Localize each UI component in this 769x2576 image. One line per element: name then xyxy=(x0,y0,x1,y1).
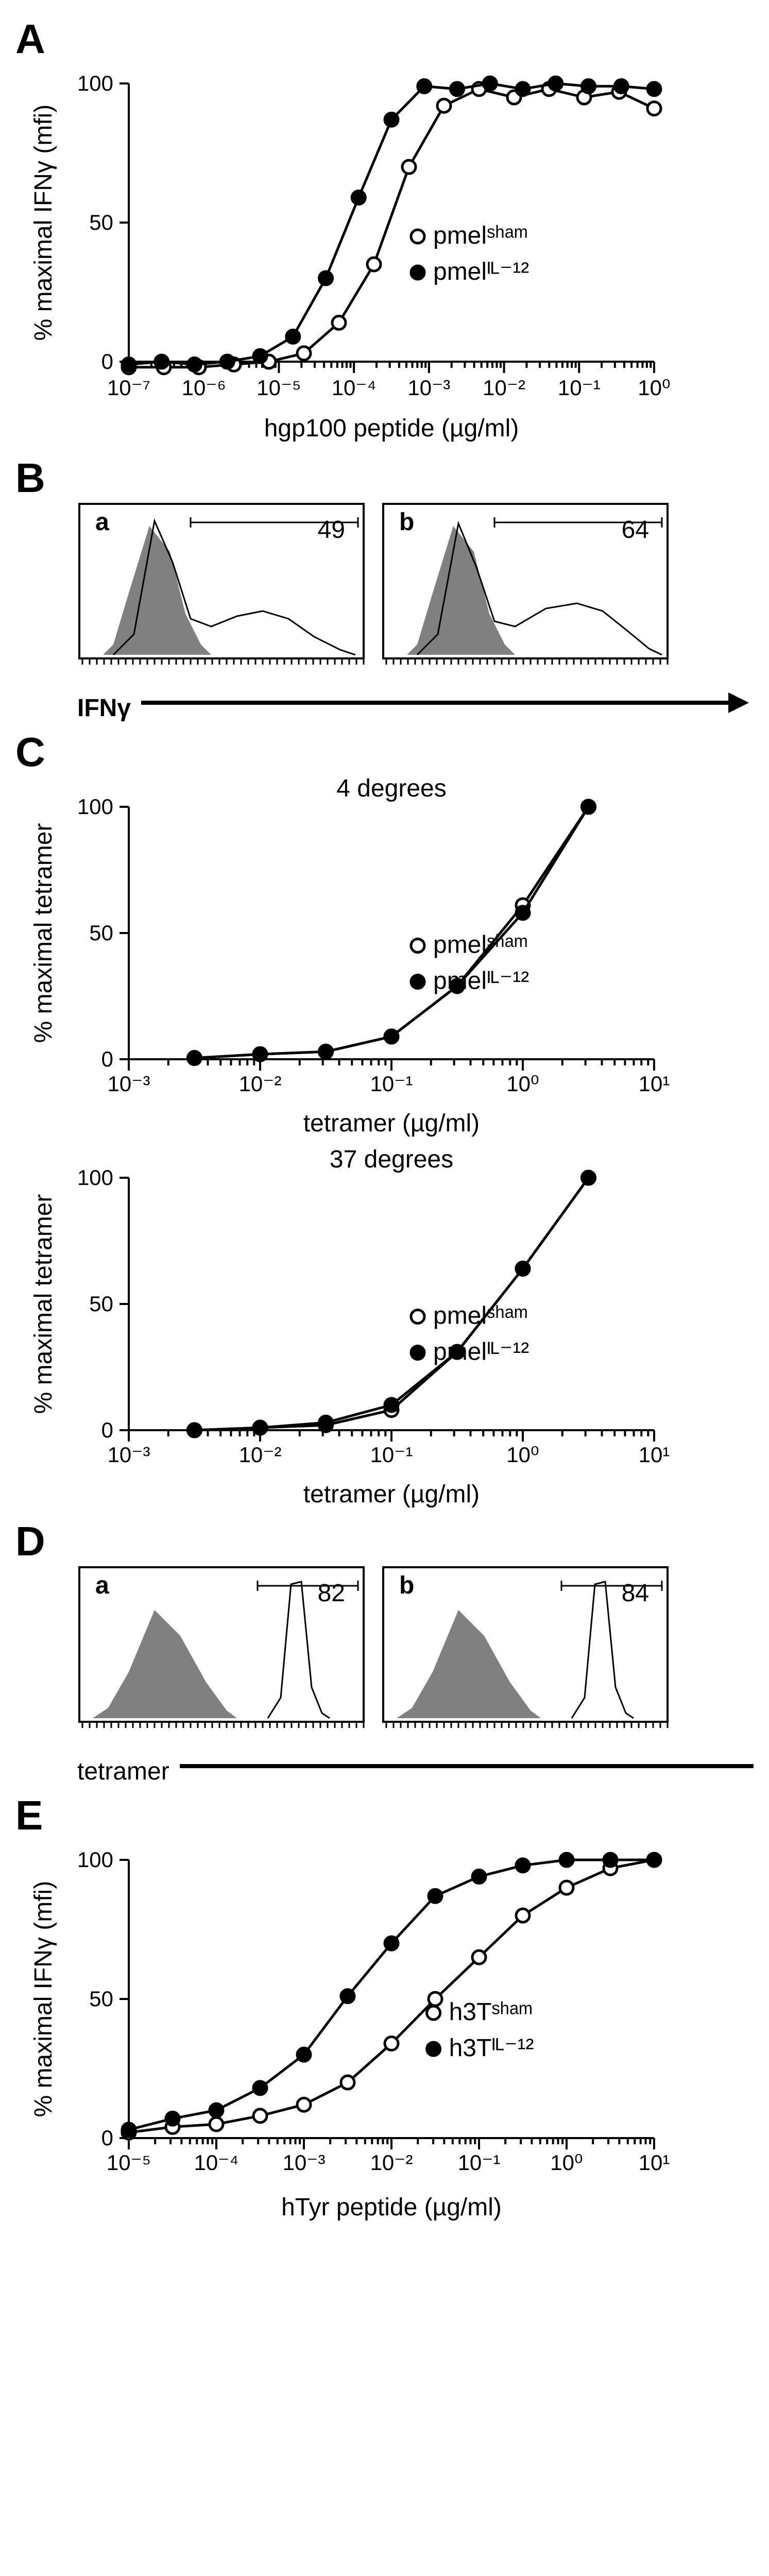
svg-text:10⁰: 10⁰ xyxy=(550,2150,583,2175)
svg-text:10⁻³: 10⁻³ xyxy=(108,1443,150,1467)
svg-text:% maximal IFNγ (mfi): % maximal IFNγ (mfi) xyxy=(30,105,57,341)
svg-text:50: 50 xyxy=(89,921,113,945)
svg-text:a: a xyxy=(95,509,109,536)
svg-text:50: 50 xyxy=(89,210,113,234)
svg-text:10⁻³: 10⁻³ xyxy=(108,1072,150,1096)
svg-text:10¹: 10¹ xyxy=(639,1072,670,1096)
svg-text:84: 84 xyxy=(622,1580,649,1607)
svg-text:10⁻³: 10⁻³ xyxy=(283,2150,326,2175)
svg-text:10⁻¹: 10⁻¹ xyxy=(558,376,601,400)
svg-text:pmelᴵᴸ⁻¹²: pmelᴵᴸ⁻¹² xyxy=(433,1338,529,1366)
svg-text:10¹: 10¹ xyxy=(639,1443,670,1467)
svg-text:10⁻²: 10⁻² xyxy=(370,2150,413,2175)
svg-text:10⁻⁴: 10⁻⁴ xyxy=(194,2150,239,2175)
panel-b-label: B xyxy=(15,454,754,502)
svg-text:4 degrees: 4 degrees xyxy=(336,776,447,802)
svg-text:10⁻³: 10⁻³ xyxy=(407,376,450,400)
svg-text:49: 49 xyxy=(318,516,345,544)
svg-text:10⁻¹: 10⁻¹ xyxy=(370,1072,413,1096)
svg-text:tetramer (µg/ml): tetramer (µg/ml) xyxy=(303,1481,480,1508)
svg-text:50: 50 xyxy=(89,1987,113,2011)
svg-text:b: b xyxy=(399,1572,414,1599)
panel-c-label: C xyxy=(15,728,754,776)
svg-text:0: 0 xyxy=(101,1047,113,1071)
svg-text:10⁻⁷: 10⁻⁷ xyxy=(107,376,150,400)
svg-text:100: 100 xyxy=(77,1848,113,1872)
svg-text:10⁰: 10⁰ xyxy=(638,376,671,400)
svg-text:0: 0 xyxy=(101,1418,113,1442)
svg-text:pmelˢʰᵃᵐ: pmelˢʰᵃᵐ xyxy=(433,931,528,959)
panel-c: C4 degrees 0 50 100 10⁻³ 10⁻² 10⁻¹ 10⁰ 10¹ tetram… xyxy=(15,728,754,1518)
svg-text:% maximal IFNγ (mfi): % maximal IFNγ (mfi) xyxy=(30,1881,57,2117)
svg-text:10¹: 10¹ xyxy=(639,2150,670,2175)
svg-text:64: 64 xyxy=(622,516,649,544)
svg-text:100: 100 xyxy=(77,794,113,819)
svg-text:10⁻⁵: 10⁻⁵ xyxy=(107,2150,151,2175)
svg-text:10⁻¹: 10⁻¹ xyxy=(458,2150,501,2175)
svg-text:10⁻²: 10⁻² xyxy=(239,1072,282,1096)
svg-text:10⁻²: 10⁻² xyxy=(239,1443,282,1467)
svg-text:10⁰: 10⁰ xyxy=(506,1443,539,1467)
svg-text:50: 50 xyxy=(89,1292,113,1316)
svg-text:a: a xyxy=(95,1572,109,1599)
panel-e: E 0 50 100 10⁻⁵ 10⁻⁴ 10⁻³ 10⁻² 10⁻¹ 10⁰ 10¹ hTyr pe… xyxy=(15,1792,754,2231)
svg-text:pmelᴵᴸ⁻¹²: pmelᴵᴸ⁻¹² xyxy=(433,968,529,995)
svg-text:0: 0 xyxy=(101,349,113,374)
svg-text:hTyr peptide (µg/ml): hTyr peptide (µg/ml) xyxy=(281,2194,502,2221)
svg-text:10⁻⁵: 10⁻⁵ xyxy=(257,376,301,400)
panel-d-label: D xyxy=(15,1518,754,1565)
svg-text:10⁰: 10⁰ xyxy=(506,1072,539,1096)
svg-text:37 degrees: 37 degrees xyxy=(330,1147,453,1173)
panel-a-label: A xyxy=(15,15,754,63)
svg-text:h3Tᴵᴸ⁻¹²: h3Tᴵᴸ⁻¹² xyxy=(449,2035,534,2062)
svg-text:pmelˢʰᵃᵐ: pmelˢʰᵃᵐ xyxy=(433,1302,528,1330)
svg-text:100: 100 xyxy=(77,71,113,95)
svg-text:10⁻⁴: 10⁻⁴ xyxy=(332,376,377,400)
panel-e-label: E xyxy=(15,1792,754,1839)
panel-b: B49a64bIFNγ xyxy=(15,454,754,728)
svg-text:10⁻¹: 10⁻¹ xyxy=(370,1443,413,1467)
svg-text:100: 100 xyxy=(77,1165,113,1190)
svg-text:b: b xyxy=(399,509,414,536)
svg-text:10⁻⁶: 10⁻⁶ xyxy=(182,376,226,400)
svg-text:82: 82 xyxy=(318,1580,345,1607)
panel-a: A 0 50 100 10⁻⁷ 10⁻⁶ 10⁻⁵ 10⁻⁴ 10⁻³ 10⁻² 10⁻¹ 10⁰ hg… xyxy=(15,15,754,454)
svg-text:pmelˢʰᵃᵐ: pmelˢʰᵃᵐ xyxy=(433,222,528,249)
svg-text:% maximal tetramer: % maximal tetramer xyxy=(30,823,57,1043)
svg-text:0: 0 xyxy=(101,2126,113,2150)
svg-text:10⁻²: 10⁻² xyxy=(483,376,525,400)
svg-text:h3Tˢʰᵃᵐ: h3Tˢʰᵃᵐ xyxy=(449,1998,533,2026)
svg-text:hgp100 peptide (µg/ml): hgp100 peptide (µg/ml) xyxy=(264,415,519,442)
svg-text:pmelᴵᴸ⁻¹²: pmelᴵᴸ⁻¹² xyxy=(433,258,529,285)
svg-text:% maximal tetramer: % maximal tetramer xyxy=(30,1194,57,1414)
svg-text:tetramer (µg/ml): tetramer (µg/ml) xyxy=(303,1110,480,1137)
panel-d: D82a84btetramer xyxy=(15,1518,754,1792)
